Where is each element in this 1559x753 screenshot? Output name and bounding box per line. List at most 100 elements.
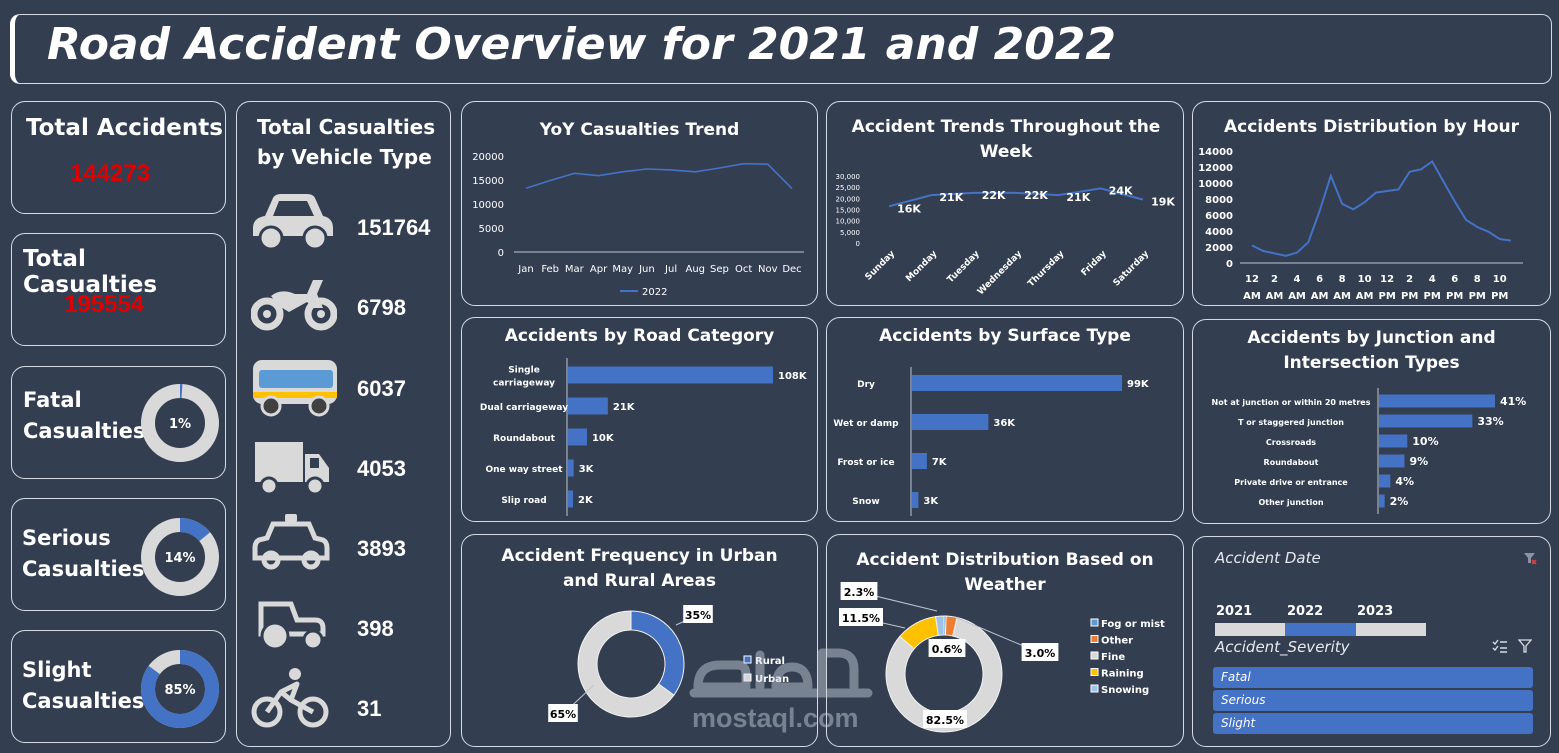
severity-serious-item[interactable]: Serious	[1213, 690, 1533, 711]
bar	[912, 375, 1122, 391]
urban-chart-title: Accident Frequency in Urban and Rural Ar…	[462, 544, 817, 594]
legend-swatch	[1090, 635, 1099, 643]
x-tick-label: PM	[1378, 291, 1395, 302]
total-casualties-card: Total Casualties 195554	[11, 233, 226, 346]
data-label: 22K	[982, 189, 1006, 202]
severity-slight-item[interactable]: Slight	[1213, 713, 1533, 734]
year-2023-label[interactable]: 2023	[1357, 604, 1394, 619]
urban-rural-card: Accident Frequency in Urban and Rural Ar…	[461, 534, 818, 747]
y-tick-label: 5,000	[840, 229, 860, 237]
data-label: 21K	[613, 402, 636, 413]
serious-casualties-card: Serious Casualties 14%	[11, 498, 226, 611]
callout-box	[1021, 643, 1059, 661]
fatal-label: Fatal Casualties	[23, 385, 145, 447]
y-tick-label: 8000	[1205, 195, 1233, 206]
year-2021-label[interactable]: 2021	[1216, 604, 1253, 619]
junction-chart-title: Accidents by Junction and Intersection T…	[1193, 326, 1550, 376]
yoy-line-chart: 20000 15000 10000 5000 0 Jan Feb Mar Apr May Jun Ju…	[472, 152, 804, 298]
filter-icon[interactable]	[1518, 639, 1532, 653]
timeline-2021-bar[interactable]	[1215, 623, 1285, 636]
clear-filter-icon[interactable]	[1523, 551, 1537, 565]
legend-swatch	[743, 673, 752, 682]
week-line-chart: 30,000 25,000 20,000 15,000 10,000 5,000 0 Sund…	[836, 173, 1176, 297]
vehicle-title-line1: Total Casualties	[257, 115, 436, 139]
year-2022-label[interactable]: 2022	[1287, 604, 1324, 619]
data-label: 33%	[1477, 415, 1503, 428]
bar	[568, 490, 573, 508]
data-label: 7K	[932, 457, 948, 468]
category-label: Slip road	[501, 496, 546, 506]
data-label: 4%	[1395, 475, 1414, 488]
slicer-card: Accident Date 2021 2022 2023 Accident_Se…	[1192, 536, 1551, 747]
x-tick-label: AM	[1288, 291, 1306, 302]
x-tick-label: Aug	[686, 264, 706, 275]
x-tick-label: Sep	[710, 264, 729, 275]
legend-swatch	[1090, 618, 1099, 627]
weather-title-line2: Weather	[964, 575, 1046, 595]
legend-swatch	[1090, 684, 1099, 693]
vehicle-title-line2: by Vehicle Type	[257, 145, 432, 169]
x-tick-label: Mar	[565, 264, 585, 275]
legend-swatch	[743, 655, 752, 664]
y-tick-label: 2000	[1205, 243, 1233, 254]
multi-select-icon[interactable]	[1492, 639, 1508, 653]
x-tick-label: Thursday	[1026, 249, 1066, 289]
y-tick-label: 20,000	[836, 195, 861, 203]
bar	[1379, 394, 1495, 408]
data-label: 21K	[939, 191, 963, 204]
x-tick-label: AM	[1311, 291, 1329, 302]
weather-title-line1: Accident Distribution Based on	[856, 550, 1154, 570]
bus-value: 6037	[357, 376, 406, 401]
junction-title-line2: Intersection Types	[1283, 353, 1460, 373]
page-title: Road Accident Overview for 2021 and 2022	[47, 19, 1117, 70]
truck-value: 4053	[357, 456, 406, 481]
serious-pct: 14%	[164, 551, 195, 566]
severity-fatal-item[interactable]: Fatal	[1213, 667, 1533, 688]
category-label: Dual carriageway	[480, 403, 568, 413]
total-casualties-label: Total Casualties	[23, 246, 158, 298]
data-label: 36K	[993, 418, 1016, 429]
yoy-chart-title: YoY Casualties Trend	[539, 120, 740, 140]
data-label: 24K	[1109, 184, 1133, 197]
total-accidents-card: Total Accidents 144273	[11, 101, 226, 214]
legend-swatch	[1090, 668, 1099, 676]
bar	[912, 453, 927, 469]
timeline-2023-bar[interactable]	[1356, 623, 1426, 636]
x-tick-label: PM	[1424, 291, 1441, 302]
total-casualties-value: 195554	[64, 291, 145, 318]
x-tick-label: May	[612, 264, 633, 275]
y-tick-label: 6000	[1205, 211, 1233, 222]
bar	[1379, 474, 1391, 488]
fatal-donut-fill	[141, 384, 219, 462]
slight-casualties-card: Slight Casualties 85%	[11, 630, 226, 743]
timeline-2022-bar[interactable]	[1285, 623, 1356, 636]
junction-bar-chart: 41% Not at junction or within 20 metres 33…	[1212, 388, 1526, 514]
callout-label: 65%	[550, 708, 576, 721]
bar	[912, 492, 919, 508]
bar	[568, 397, 608, 415]
motorcycle-value: 6798	[357, 295, 406, 320]
data-label: 41%	[1500, 395, 1526, 408]
callout-label: 82.5%	[926, 714, 964, 727]
x-tick-label: Jan	[517, 264, 533, 275]
x-tick-label: Jul	[664, 264, 677, 275]
data-label: 16K	[897, 202, 921, 215]
legend-swatch	[1090, 651, 1099, 660]
serious-label: Serious Casualties	[22, 523, 144, 585]
slice-snowing	[935, 615, 945, 636]
data-label: 19K	[1151, 196, 1175, 209]
x-tick-label: PM	[1401, 291, 1418, 302]
x-tick-label: Apr	[590, 264, 608, 275]
bar	[1379, 414, 1473, 428]
category-label: One way street	[485, 465, 563, 475]
callout-label: 11.5%	[842, 612, 880, 625]
road-bar-chart: 108K Single carriageway 21K Dual carriageway…	[480, 358, 808, 516]
date-slicer-title: Accident Date	[1215, 549, 1321, 567]
data-label: 2K	[578, 495, 594, 506]
category-label: Crossroads	[1266, 438, 1316, 447]
category-label: T or staggered junction	[1238, 418, 1344, 427]
hour-distribution-card: Accidents Distribution by Hour 14000 1200…	[1192, 101, 1551, 306]
legend-label: Snowing	[1101, 685, 1149, 696]
data-label: 3K	[579, 464, 595, 475]
x-tick-label: Dec	[782, 264, 801, 275]
